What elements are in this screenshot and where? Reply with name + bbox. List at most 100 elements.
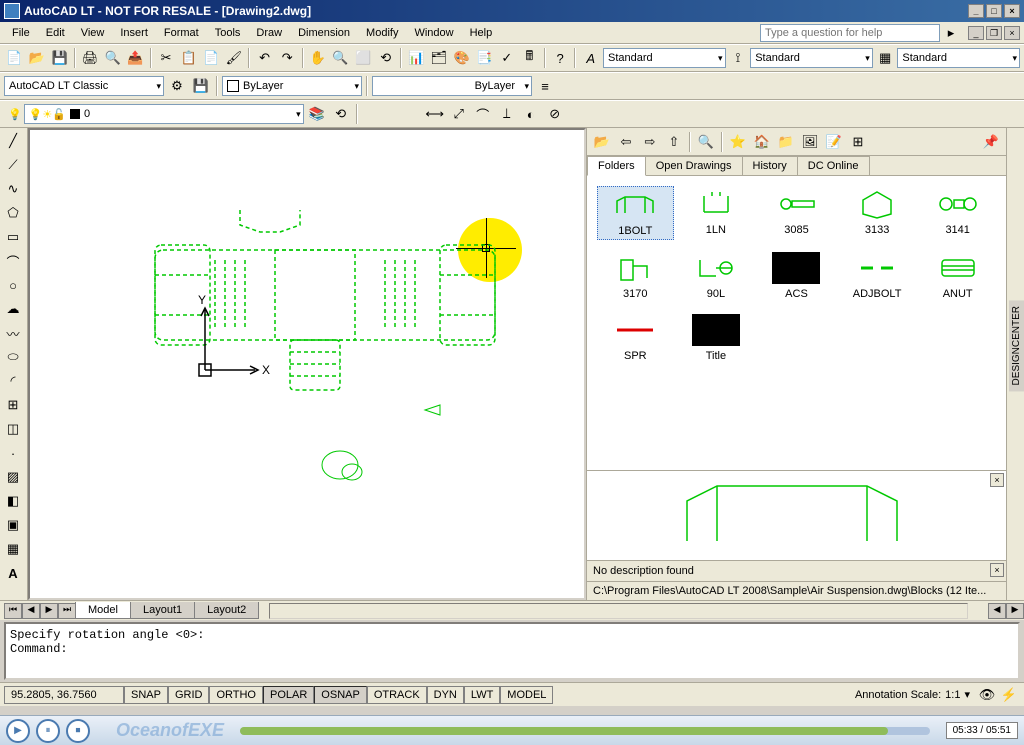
tab-last-button[interactable]: ⏭ — [58, 603, 76, 619]
dc-block-item[interactable]: 3141 — [919, 186, 996, 240]
status-coordinates[interactable]: 95.2805, 36.7560 — [4, 686, 124, 704]
dc-desc-close-icon[interactable]: × — [990, 563, 1004, 577]
menu-tools[interactable]: Tools — [207, 25, 249, 41]
dim-radius-icon[interactable]: ◐ — [520, 103, 542, 125]
horizontal-scrollbar[interactable] — [269, 603, 968, 619]
revcloud-icon[interactable]: ☁ — [2, 298, 24, 320]
textstyle-icon[interactable]: A — [580, 47, 601, 69]
ellipse-arc-icon[interactable]: ◜ — [2, 370, 24, 392]
menu-file[interactable]: File — [4, 25, 38, 41]
dim-aligned-icon[interactable]: ⤢ — [448, 103, 470, 125]
dc-favorites-icon[interactable]: ⭐ — [727, 131, 749, 153]
status-toggle-dyn[interactable]: DYN — [427, 686, 464, 704]
open-icon[interactable]: 📂 — [27, 47, 48, 69]
tab-next-button[interactable]: ▶ — [40, 603, 58, 619]
help-search-input[interactable] — [760, 24, 940, 42]
ellipse-icon[interactable]: ⬭ — [2, 346, 24, 368]
print-icon[interactable]: 🖨 — [80, 47, 101, 69]
polygon-icon[interactable]: ⬠ — [2, 202, 24, 224]
dim-diameter-icon[interactable]: ⊘ — [544, 103, 566, 125]
dim-arc-icon[interactable]: ⌒ — [472, 103, 494, 125]
command-window[interactable]: Specify rotation angle <0>: Command: — [4, 622, 1020, 680]
dc-tree-icon[interactable]: 📁 — [775, 131, 797, 153]
status-toggle-osnap[interactable]: OSNAP — [314, 686, 367, 704]
status-toggle-polar[interactable]: POLAR — [263, 686, 314, 704]
annotation-scale[interactable]: Annotation Scale: 1:1 ▾ — [849, 686, 976, 703]
dc-preview-icon[interactable]: 🖼 — [799, 131, 821, 153]
dc-home-icon[interactable]: 🏠 — [751, 131, 773, 153]
menu-draw[interactable]: Draw — [248, 25, 290, 41]
anno-autoscale-icon[interactable]: ⚡ — [998, 684, 1020, 706]
tab-layout2[interactable]: Layout2 — [194, 602, 259, 619]
layer-prev-icon[interactable]: ⟲ — [330, 103, 352, 125]
tab-first-button[interactable]: ⏮ — [4, 603, 22, 619]
dc-block-item[interactable]: 90L — [678, 250, 755, 302]
workspace-settings-icon[interactable]: ⚙ — [166, 75, 188, 97]
menu-format[interactable]: Format — [156, 25, 207, 41]
menu-dimension[interactable]: Dimension — [290, 25, 358, 41]
maximize-button[interactable]: □ — [986, 4, 1002, 18]
arc-icon[interactable]: ⌒ — [2, 250, 24, 272]
lineweight-icon[interactable]: ≡ — [534, 75, 556, 97]
dc-block-item[interactable]: ADJBOLT — [839, 250, 916, 302]
insert-block-icon[interactable]: ⊞ — [2, 394, 24, 416]
toolpalette-icon[interactable]: 🎨 — [451, 47, 472, 69]
tab-layout1[interactable]: Layout1 — [130, 602, 195, 619]
dc-search-icon[interactable]: 🔍 — [695, 131, 717, 153]
dc-back-icon[interactable]: ⇦ — [615, 131, 637, 153]
pause-button[interactable]: ⏸ — [36, 719, 60, 743]
tablestyle-icon[interactable]: ▦ — [875, 47, 896, 69]
dimstyle-icon[interactable]: ⟟ — [728, 47, 749, 69]
help-icon[interactable]: ? — [550, 47, 571, 69]
drawing-canvas[interactable]: X Y — [28, 128, 586, 600]
table-icon[interactable]: ▦ — [2, 538, 24, 560]
hatch-icon[interactable]: ▨ — [2, 466, 24, 488]
dc-tab-history[interactable]: History — [742, 156, 798, 175]
minimize-button[interactable]: _ — [968, 4, 984, 18]
tab-prev-button[interactable]: ◀ — [22, 603, 40, 619]
properties-icon[interactable]: 📊 — [406, 47, 427, 69]
designcenter-icon[interactable]: 🗂 — [429, 47, 450, 69]
dc-block-item[interactable]: 3085 — [758, 186, 835, 240]
zoom-win-icon[interactable]: ⬜ — [353, 47, 374, 69]
dim-ordinate-icon[interactable]: ⟘ — [496, 103, 518, 125]
scroll-left-button[interactable]: ◀ — [988, 603, 1006, 619]
dc-block-item[interactable]: ACS — [758, 250, 835, 302]
spline-icon[interactable]: 〰 — [2, 322, 24, 344]
workspace-dropdown[interactable]: AutoCAD LT Classic — [4, 76, 164, 96]
circle-icon[interactable]: ○ — [2, 274, 24, 296]
menu-insert[interactable]: Insert — [112, 25, 156, 41]
gradient-icon[interactable]: ◧ — [2, 490, 24, 512]
menu-window[interactable]: Window — [406, 25, 461, 41]
rectangle-icon[interactable]: ▭ — [2, 226, 24, 248]
pan-icon[interactable]: ✋ — [308, 47, 329, 69]
dc-block-item[interactable]: 1BOLT — [597, 186, 674, 240]
copy-icon[interactable]: 📋 — [178, 47, 199, 69]
color-dropdown[interactable]: ByLayer — [222, 76, 362, 96]
mdi-minimize-button[interactable]: _ — [968, 26, 984, 40]
workspace-save-icon[interactable]: 💾 — [190, 75, 212, 97]
menu-view[interactable]: View — [73, 25, 113, 41]
status-toggle-otrack[interactable]: OTRACK — [367, 686, 427, 704]
dc-sidebar-label[interactable]: DESIGNCENTER — [1009, 300, 1024, 391]
textstyle-dropdown[interactable]: Standard — [603, 48, 726, 68]
status-toggle-lwt[interactable]: LWT — [464, 686, 500, 704]
dc-block-item[interactable]: ANUT — [919, 250, 996, 302]
dc-block-item[interactable]: Title — [678, 312, 755, 364]
menu-help[interactable]: Help — [462, 25, 501, 41]
sheet-icon[interactable]: 📑 — [474, 47, 495, 69]
dc-tab-dc-online[interactable]: DC Online — [797, 156, 870, 175]
stop-button[interactable]: ⏹ — [66, 719, 90, 743]
dc-load-icon[interactable]: 📂 — [591, 131, 613, 153]
close-button[interactable]: × — [1004, 4, 1020, 18]
layer-dropdown[interactable]: 💡☀🔓0 — [24, 104, 304, 124]
dc-tab-open-drawings[interactable]: Open Drawings — [645, 156, 743, 175]
dc-block-item[interactable]: 3133 — [839, 186, 916, 240]
preview-icon[interactable]: 🔍 — [103, 47, 124, 69]
scroll-right-button[interactable]: ▶ — [1006, 603, 1024, 619]
cut-icon[interactable]: ✂ — [156, 47, 177, 69]
calc-icon[interactable]: 🖩 — [519, 47, 540, 69]
tab-model[interactable]: Model — [75, 602, 131, 619]
status-toggle-model[interactable]: MODEL — [500, 686, 553, 704]
zoom-prev-icon[interactable]: ⟲ — [375, 47, 396, 69]
